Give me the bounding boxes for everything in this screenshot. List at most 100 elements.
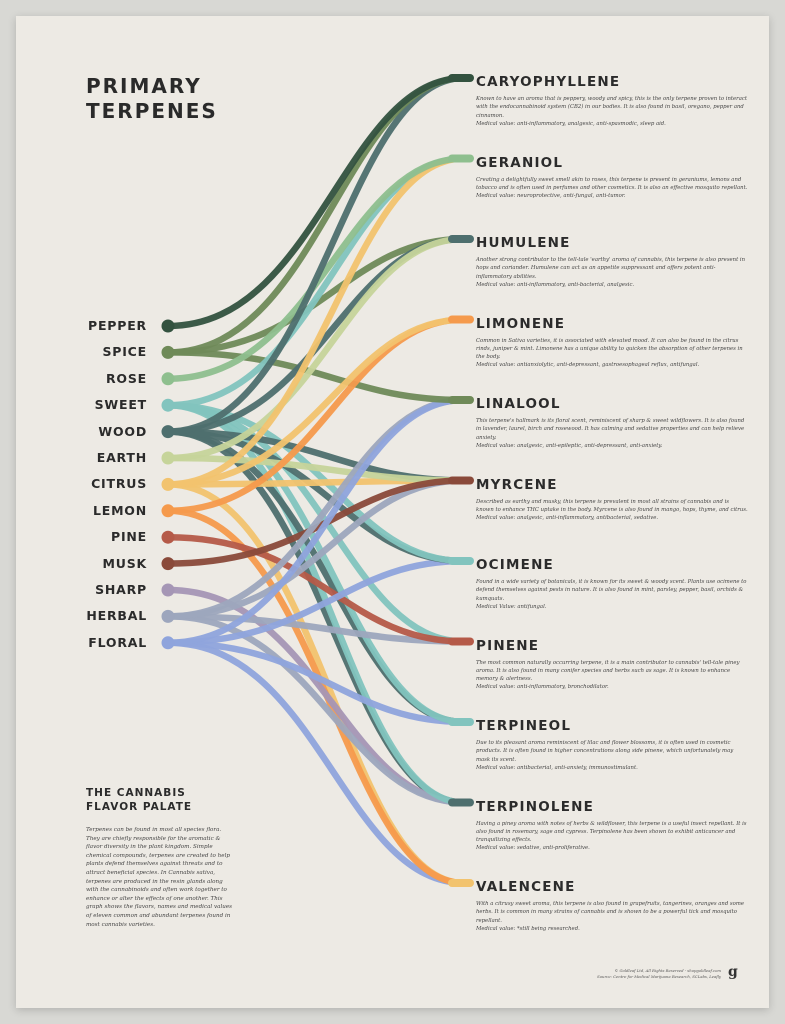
flavor-dot-lemon (161, 504, 175, 518)
flow-herbal-to-pinene (164, 613, 468, 645)
flavor-label-pepper: PEPPER (88, 318, 147, 333)
flavor-label-floral: FLORAL (88, 634, 147, 650)
terpene-medical-value: Medical value: sedative, anti-proliferat… (476, 845, 590, 852)
flavor-terpene-flow-diagram (161, 74, 474, 887)
flavor-dot-pine (161, 530, 175, 544)
poster: PRIMARY TERPENES PEPPER SPICE ROSE SWEET WOO… (16, 16, 769, 1008)
terpene-name: CARYOPHYLLENE (476, 74, 621, 90)
terpene-description: Another strong contributor to the tell-t… (476, 257, 745, 280)
terpene-name: PINENE (476, 637, 540, 654)
terpene-description: With a citrusy sweet aroma, this terpene… (476, 901, 744, 924)
flow-wood-to-caryophyllene (164, 74, 468, 435)
flow-floral-to-valencene (164, 639, 468, 887)
flow-citrus-to-limonene (164, 316, 468, 488)
flavor-dot-earth (161, 451, 175, 465)
terpene-name: HUMULENE (476, 235, 571, 251)
terpene-medical-value: Medical value: anti-inflammatory, anti-b… (476, 281, 635, 288)
terpene-myrcene: MYRCENE Described as earthy and musky, th… (476, 476, 748, 523)
flavor-label-earth: EARTH (96, 450, 147, 465)
flavor-label-lemon: LEMON (92, 502, 147, 518)
palate-title-line-2: FLAVOR PALATE (86, 801, 193, 813)
flow-floral-to-ocimene (164, 557, 468, 647)
flow-pepper-to-caryophyllene (164, 74, 468, 330)
terpene-linalool: LINALOOL This terpene's hallmark is its f… (476, 395, 748, 450)
terpene-terpinolene: TERPINOLENE Having a piney aroma with not… (476, 798, 748, 853)
terpene-medical-value: Medical value: antianxiolytic, anti-depr… (476, 362, 700, 369)
terpene-description: Due to its pleasant aroma reminiscent of… (476, 740, 734, 763)
title-line-2: TERPENES (86, 99, 218, 123)
flavor-dot-rose (161, 372, 175, 386)
terpene-pinene: PINENE The most common naturally occurrin… (476, 637, 748, 692)
terpene-valencene: VALENCENE With a citrusy sweet aroma, thi… (476, 878, 748, 933)
flow-floral-to-linalool (164, 396, 468, 647)
terpene-description: Known to have an aroma that is peppery, … (476, 96, 747, 119)
terpene-description: Creating a delightfully sweet smell akin… (476, 176, 748, 191)
flavor-dot-sweet (161, 398, 175, 412)
terpene-medical-value: Medical value: analgesic, anti-epileptic… (476, 442, 663, 449)
footer-copyright: © Goldleaf Ltd, All Rights Reserved - sh… (614, 968, 721, 973)
terpene-medical-value: Medical value: neuroprotective, anti-fun… (476, 193, 626, 200)
footer-source: Source: Centre for Medical Marijuana Res… (597, 974, 721, 979)
terpene-geraniol: GERANIOL Creating a delightfully sweet sm… (476, 154, 748, 201)
flavor-dot-citrus (161, 477, 175, 491)
flow-rose-to-geraniol (164, 155, 468, 383)
flavor-label-musk: MUSK (102, 555, 147, 571)
terpene-name: OCIMENE (476, 557, 554, 573)
flavor-label-rose: ROSE (106, 370, 147, 386)
poster-title: PRIMARY TERPENES (86, 74, 218, 124)
terpene-name: LINALOOL (476, 396, 561, 412)
terpene-medical-value: Medical value: *still being researched. (476, 925, 580, 932)
flavor-dot-herbal (161, 609, 175, 623)
flow-floral-to-terpineol (164, 639, 468, 726)
terpene-description: Described as earthy and musky, this terp… (476, 498, 748, 513)
flavor-label-sweet: SWEET (94, 397, 147, 413)
flavor-label-spice: SPICE (102, 344, 147, 360)
flow-wood-to-humulene (164, 235, 468, 435)
flow-earth-to-myrcene (164, 454, 468, 484)
terpene-limonene: LIMONENE Common in Sativa varieties, it i… (476, 315, 748, 370)
flavor-dot-pepper (161, 319, 175, 333)
flavor-dot-musk (161, 557, 175, 571)
palate-title: THE CANNABIS FLAVOR PALATE (86, 786, 192, 814)
flavor-label-herbal: HERBAL (86, 608, 147, 624)
footer-credits: © Goldleaf Ltd, All Rights Reserved - sh… (536, 968, 721, 980)
flow-herbal-to-terpinolene (164, 613, 468, 806)
terpene-medical-value: Medical value: anti-inflammatory, bronch… (476, 684, 609, 691)
flow-citrus-to-geraniol (164, 155, 468, 488)
title-line-1: PRIMARY (86, 74, 202, 98)
goldleaf-logo: g (728, 964, 738, 980)
palate-description: Terpenes can be found in most all specie… (86, 827, 233, 928)
flavor-dot-wood (161, 425, 175, 439)
palate-title-line-1: THE CANNABIS (86, 787, 186, 799)
terpene-ocimene: OCIMENE Found in a wide variety of botani… (476, 556, 748, 611)
flavor-dot-sharp (161, 583, 175, 597)
terpene-description: Common in Sativa varieties, it is associ… (476, 337, 743, 361)
terpene-medical-value: Medical value: analgesic, anti-inflammat… (476, 515, 659, 522)
terpene-medical-value: Medical value: antibacterial, anti-anxie… (476, 764, 638, 771)
flavor-dot-spice (161, 345, 175, 359)
flow-spice-to-linalool (164, 349, 468, 404)
flow-pine-to-pinene (164, 533, 468, 645)
flavor-label-pine: PINE (110, 529, 147, 545)
terpene-caryophyllene: CARYOPHYLLENE Known to have an aroma that… (476, 73, 748, 128)
flow-spice-to-humulene (164, 235, 468, 356)
terpene-description: This terpene's hallmark is its floral sc… (476, 418, 745, 441)
terpene-terpineol: TERPINEOL Due to its pleasant aroma remin… (476, 717, 748, 772)
flow-earth-to-humulene (164, 235, 468, 462)
terpene-name: VALENCENE (476, 879, 576, 895)
terpene-humulene: HUMULENE Another strong contributor to th… (476, 234, 748, 289)
flavor-dot-floral (161, 636, 175, 650)
flavor-label-wood: WOOD (98, 423, 147, 439)
terpene-name: MYRCENE (476, 476, 558, 493)
terpene-name: TERPINOLENE (476, 798, 595, 815)
terpene-name: GERANIOL (476, 154, 564, 171)
terpene-description: The most common naturally occurring terp… (476, 659, 740, 683)
terpene-medical-value: Medical Value: antifungal. (476, 603, 547, 610)
terpene-name: LIMONENE (476, 315, 566, 332)
terpene-medical-value: Medical value: anti-inflammatory, analge… (476, 120, 666, 127)
terpene-description: Found in a wide variety of botanicals, i… (476, 579, 747, 602)
flavor-label-sharp: SHARP (95, 582, 147, 597)
flavor-label-citrus: CITRUS (91, 476, 147, 492)
terpene-name: TERPINEOL (476, 718, 572, 734)
terpene-description: Having a piney aroma with notes of herbs… (476, 820, 747, 844)
